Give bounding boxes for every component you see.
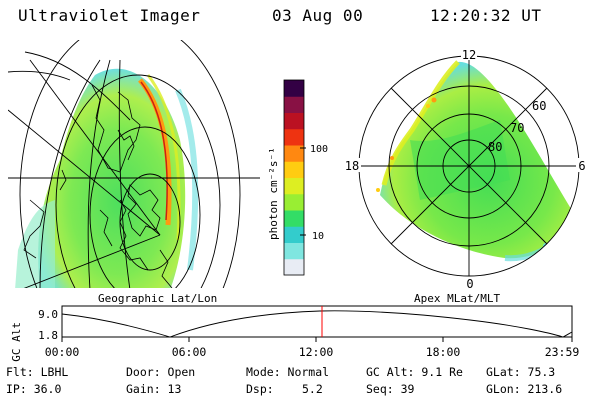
colorbar-tick-100: 100	[310, 144, 328, 155]
altitude-curve	[61, 310, 573, 338]
colorbar: 100 10 photon cm⁻²s⁻¹	[267, 79, 328, 276]
colorbar-band	[284, 80, 304, 97]
timeline-xtick-1800: 18:00	[426, 345, 461, 359]
info-door: Door: Open	[126, 365, 196, 379]
info-gc-alt: GC Alt: 9.1 Re	[366, 365, 463, 379]
colorbar-band	[284, 96, 304, 113]
colorbar-band	[284, 226, 304, 243]
timeline-xtick-0000: 00:00	[45, 345, 80, 359]
left-panel-label: Geographic Lat/Lon	[98, 292, 218, 305]
polar-plot: 12 18 6 0 80 70 60	[343, 48, 588, 291]
mlt-label-18: 18	[345, 159, 359, 173]
timeline-ytick-1-8: 1.8	[38, 329, 58, 342]
info-filter: Flt: LBHL	[6, 365, 69, 379]
timeline-axis-label: GC Alt	[10, 322, 23, 362]
lat-label-60: 60	[532, 99, 546, 113]
info-glat: GLat: 75.3	[486, 365, 556, 379]
colorbar-band	[284, 145, 304, 162]
info-seq: Seq: 39	[366, 382, 415, 396]
info-dsp-label: Dsp:	[246, 382, 274, 396]
mlt-label-0: 0	[466, 277, 473, 291]
auroral-fringe-left	[15, 200, 55, 288]
colorbar-tick-10: 10	[312, 231, 324, 242]
geographic-map	[8, 40, 260, 288]
colorbar-band	[284, 193, 304, 211]
observation-time: 12:20:32 UT	[430, 6, 542, 25]
timeline-xtick-1200: 12:00	[299, 345, 334, 359]
timeline-ytick-9: 9.0	[38, 308, 58, 321]
mlt-label-6: 6	[578, 159, 585, 173]
lat-label-80: 80	[488, 140, 502, 154]
colorbar-band	[284, 128, 304, 146]
altitude-timeline: GC Alt 9.0 1.8 00:00 06:00 12:00 18:00 2…	[10, 305, 580, 362]
instrument-title: Ultraviolet Imager	[18, 6, 201, 25]
colorbar-band	[284, 112, 304, 130]
mlt-label-12: 12	[462, 48, 476, 62]
info-glon: GLon: 213.6	[486, 382, 563, 396]
lat-label-70: 70	[510, 121, 524, 135]
colorbar-unit-label: photon cm⁻²s⁻¹	[267, 147, 280, 240]
timeline-xtick-2359: 23:59	[545, 345, 580, 359]
colorbar-band	[284, 210, 304, 227]
info-mode: Mode: Normal	[246, 365, 330, 379]
colorbar-band	[284, 242, 304, 260]
auroral-emission-left	[38, 68, 186, 288]
colorbar-band	[284, 161, 304, 178]
colorbar-band	[284, 258, 304, 276]
colorbar-band	[284, 177, 304, 195]
observation-date: 03 Aug 00	[272, 6, 364, 25]
right-panel-label: Apex MLat/MLT	[414, 292, 501, 305]
info-ip: IP: 36.0	[6, 382, 62, 396]
timeline-xtick-0600: 06:00	[172, 345, 207, 359]
info-gain: Gain: 13	[126, 382, 182, 396]
info-dsp-value: 5.2	[302, 382, 323, 396]
